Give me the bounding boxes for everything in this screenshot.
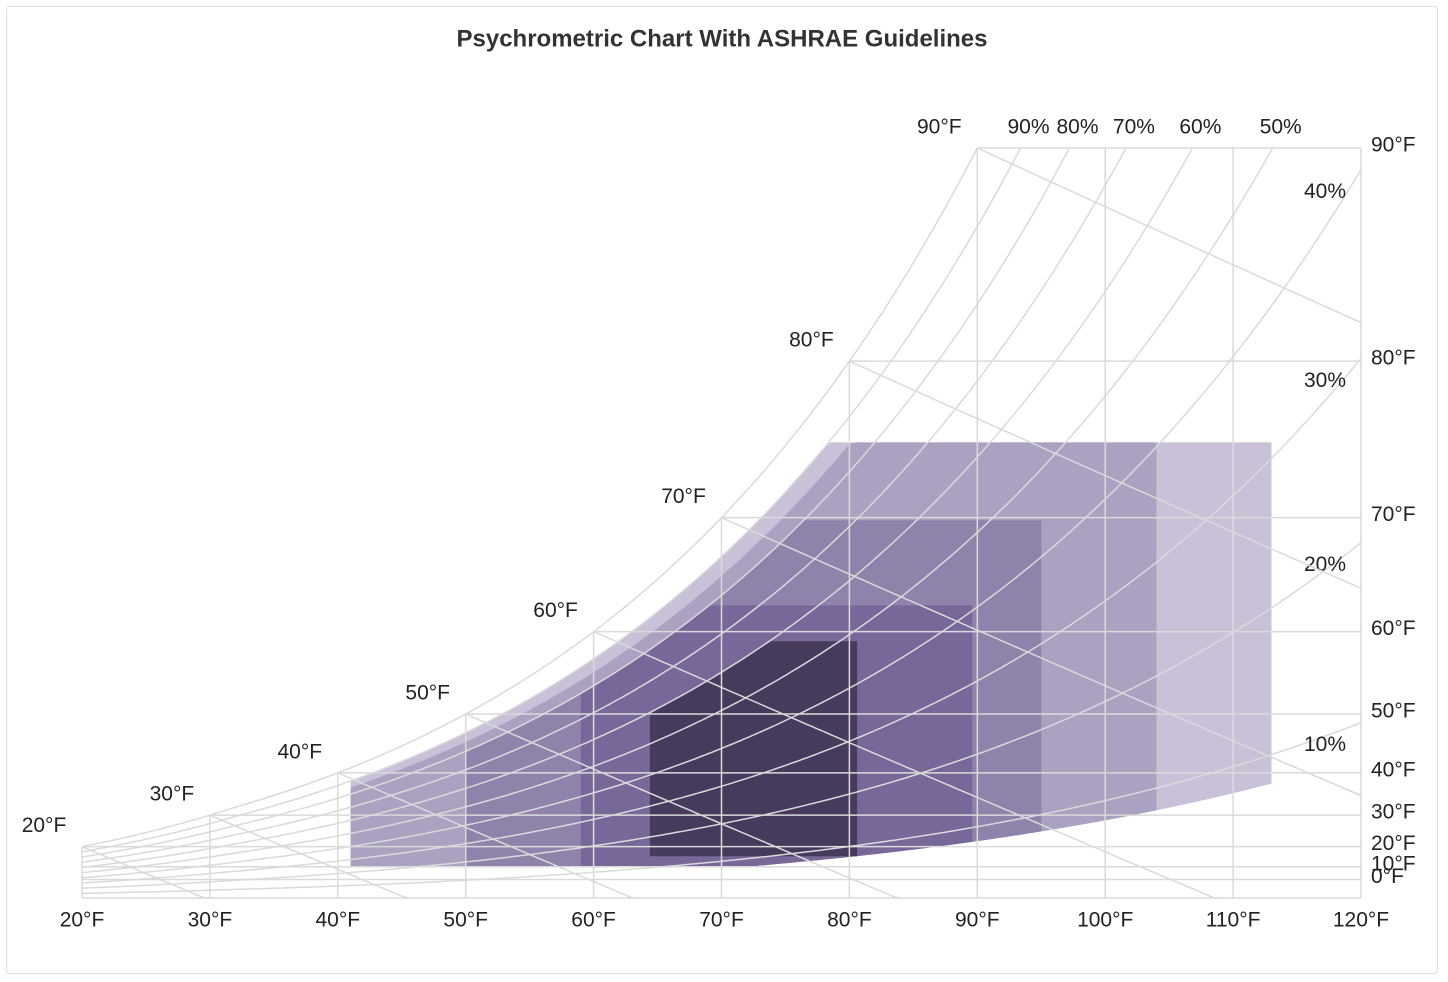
zone: [649, 641, 858, 857]
wet-bulb-line: [465, 713, 901, 899]
wet-bulb-line: [337, 772, 639, 899]
y-tick-label: 50°F: [1371, 700, 1416, 723]
rh-curve: [81, 147, 1194, 869]
wet-bulb-label: 70°F: [661, 485, 706, 508]
wet-bulb-label: 80°F: [789, 329, 834, 352]
x-tick-label: 30°F: [188, 909, 233, 932]
x-tick-label: 50°F: [443, 909, 488, 932]
y-tick-label: 60°F: [1371, 617, 1416, 640]
chart-title: Psychrometric Chart With ASHRAE Guidelin…: [457, 25, 988, 52]
y-tick-label: 20°F: [1371, 832, 1416, 855]
x-tick-label: 120°F: [1333, 909, 1389, 932]
wet-bulb-label: 90°F: [917, 116, 962, 139]
rh-label: 70%: [1113, 116, 1155, 139]
wet-bulb-label: 60°F: [533, 599, 578, 622]
rh-label: 80%: [1056, 116, 1098, 139]
rh-label: 30%: [1304, 369, 1346, 392]
rh-label: 90%: [1007, 116, 1049, 139]
rh-label: 50%: [1260, 116, 1302, 139]
x-tick-label: 70°F: [699, 909, 744, 932]
rh-label: 60%: [1179, 116, 1221, 139]
rh-curve: [81, 147, 1022, 853]
chart-card: [6, 6, 1438, 974]
rh-curve: [81, 169, 1362, 879]
wet-bulb-line: [721, 516, 1362, 797]
y-tick-label: 90°F: [1371, 134, 1416, 157]
wet-bulb-line: [209, 814, 409, 899]
rh-label: 40%: [1304, 180, 1346, 203]
wet-bulb-line: [849, 360, 1362, 589]
wet-bulb-line: [593, 631, 1221, 899]
x-tick-label: 40°F: [316, 909, 361, 932]
x-tick-label: 110°F: [1206, 909, 1261, 932]
wet-bulb-label: 40°F: [278, 740, 323, 763]
rh-curve: [81, 357, 1362, 884]
y-tick-label: 10°F: [1371, 852, 1416, 875]
wet-bulb-label: 20°F: [22, 814, 67, 837]
y-tick-label: 30°F: [1371, 801, 1416, 824]
y-tick-label: 80°F: [1371, 347, 1416, 370]
rh-curve: [81, 147, 1127, 863]
x-tick-label: 80°F: [827, 909, 872, 932]
wet-bulb-label: 30°F: [150, 783, 195, 806]
x-tick-label: 100°F: [1077, 909, 1133, 932]
y-tick-label: 0°F: [1371, 865, 1404, 888]
x-tick-label: 90°F: [955, 909, 1000, 932]
y-tick-label: 70°F: [1371, 503, 1416, 526]
rh-label: 20%: [1304, 553, 1346, 576]
y-tick-label: 40°F: [1371, 758, 1416, 781]
wet-bulb-line: [81, 845, 210, 899]
wet-bulb-line: [976, 147, 1362, 324]
saturation-curve: [81, 147, 978, 848]
x-tick-label: 60°F: [571, 909, 616, 932]
x-tick-label: 20°F: [60, 909, 105, 932]
rh-curve: [81, 147, 1071, 858]
wet-bulb-label: 50°F: [405, 682, 450, 705]
rh-label: 10%: [1304, 733, 1346, 756]
rh-curve: [82, 721, 1362, 895]
